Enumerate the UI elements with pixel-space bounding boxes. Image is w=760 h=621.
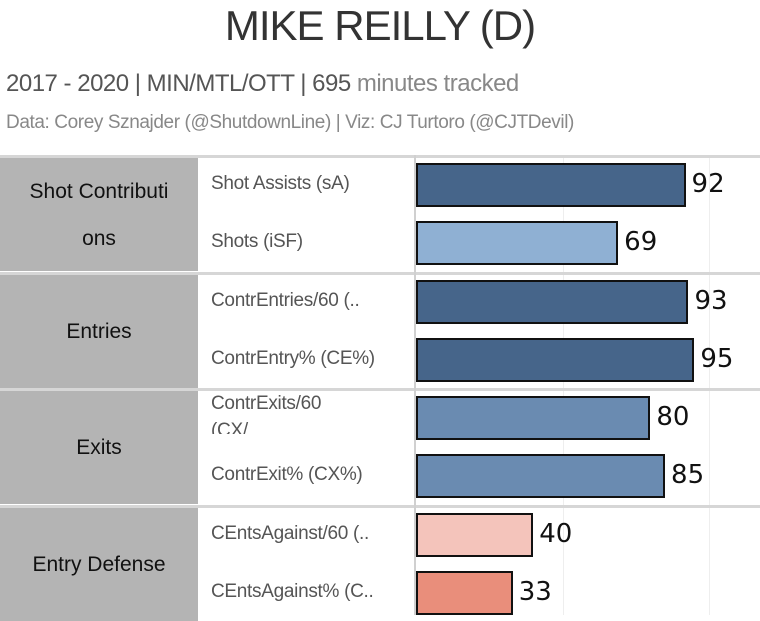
gridline xyxy=(709,155,710,615)
row-label: ContrEntries/60 (.. xyxy=(211,289,360,311)
bar xyxy=(416,512,534,557)
value-label: 80 xyxy=(656,402,690,432)
section-3: Entry Defense xyxy=(0,504,760,621)
value-label: 92 xyxy=(691,169,725,199)
bar xyxy=(416,221,619,265)
row-label: Shots (iSF) xyxy=(211,231,303,252)
bar xyxy=(416,396,651,440)
bar xyxy=(416,570,513,615)
axis-baseline xyxy=(414,155,416,615)
section-1: Entries xyxy=(0,271,760,388)
section-label: Shot Contributi ons xyxy=(0,158,198,271)
value-label: 40 xyxy=(539,518,573,549)
section-label: Exits xyxy=(0,391,198,504)
bar xyxy=(416,279,689,324)
chart-title: MIKE REILLY (D) xyxy=(224,2,536,49)
bar-chart: Shot Contributi ons Shot Assists (sA) 92 Sh… xyxy=(0,155,760,621)
subtitle: 2017 - 2020 | MIN/MTL/OTT | 695 minutes … xyxy=(6,70,519,98)
row-label: ContrExits/60 (CX/ xyxy=(211,393,322,434)
section-label: Entries xyxy=(0,274,198,388)
row-label: ContrExit% (CX%) xyxy=(211,464,363,485)
row-label: ContrEntry% (CE%) xyxy=(211,347,375,369)
section-2: Exits xyxy=(0,388,760,504)
subtitle-main: 2017 - 2020 | MIN/MTL/OTT | 695 xyxy=(6,70,351,97)
value-label: 93 xyxy=(694,285,728,316)
value-label: 33 xyxy=(518,576,552,607)
value-label: 69 xyxy=(624,227,658,257)
section-label: Entry Defense xyxy=(0,507,198,621)
gridline xyxy=(562,155,564,615)
value-label: 95 xyxy=(700,343,734,374)
bar xyxy=(416,163,686,207)
section-0: Shot Contributi ons xyxy=(0,155,760,271)
subtitle-muted: minutes tracked xyxy=(350,70,519,97)
value-label: 85 xyxy=(671,460,705,490)
row-label: CEntsAgainst/60 (.. xyxy=(211,522,369,544)
row-label: Shot Assists (sA) xyxy=(211,173,350,194)
row-label: CEntsAgainst% (C.. xyxy=(211,580,374,602)
bar xyxy=(416,454,666,498)
credit-line: Data: Corey Sznajder (@ShutdownLine) | V… xyxy=(6,112,574,133)
bar xyxy=(416,337,695,382)
